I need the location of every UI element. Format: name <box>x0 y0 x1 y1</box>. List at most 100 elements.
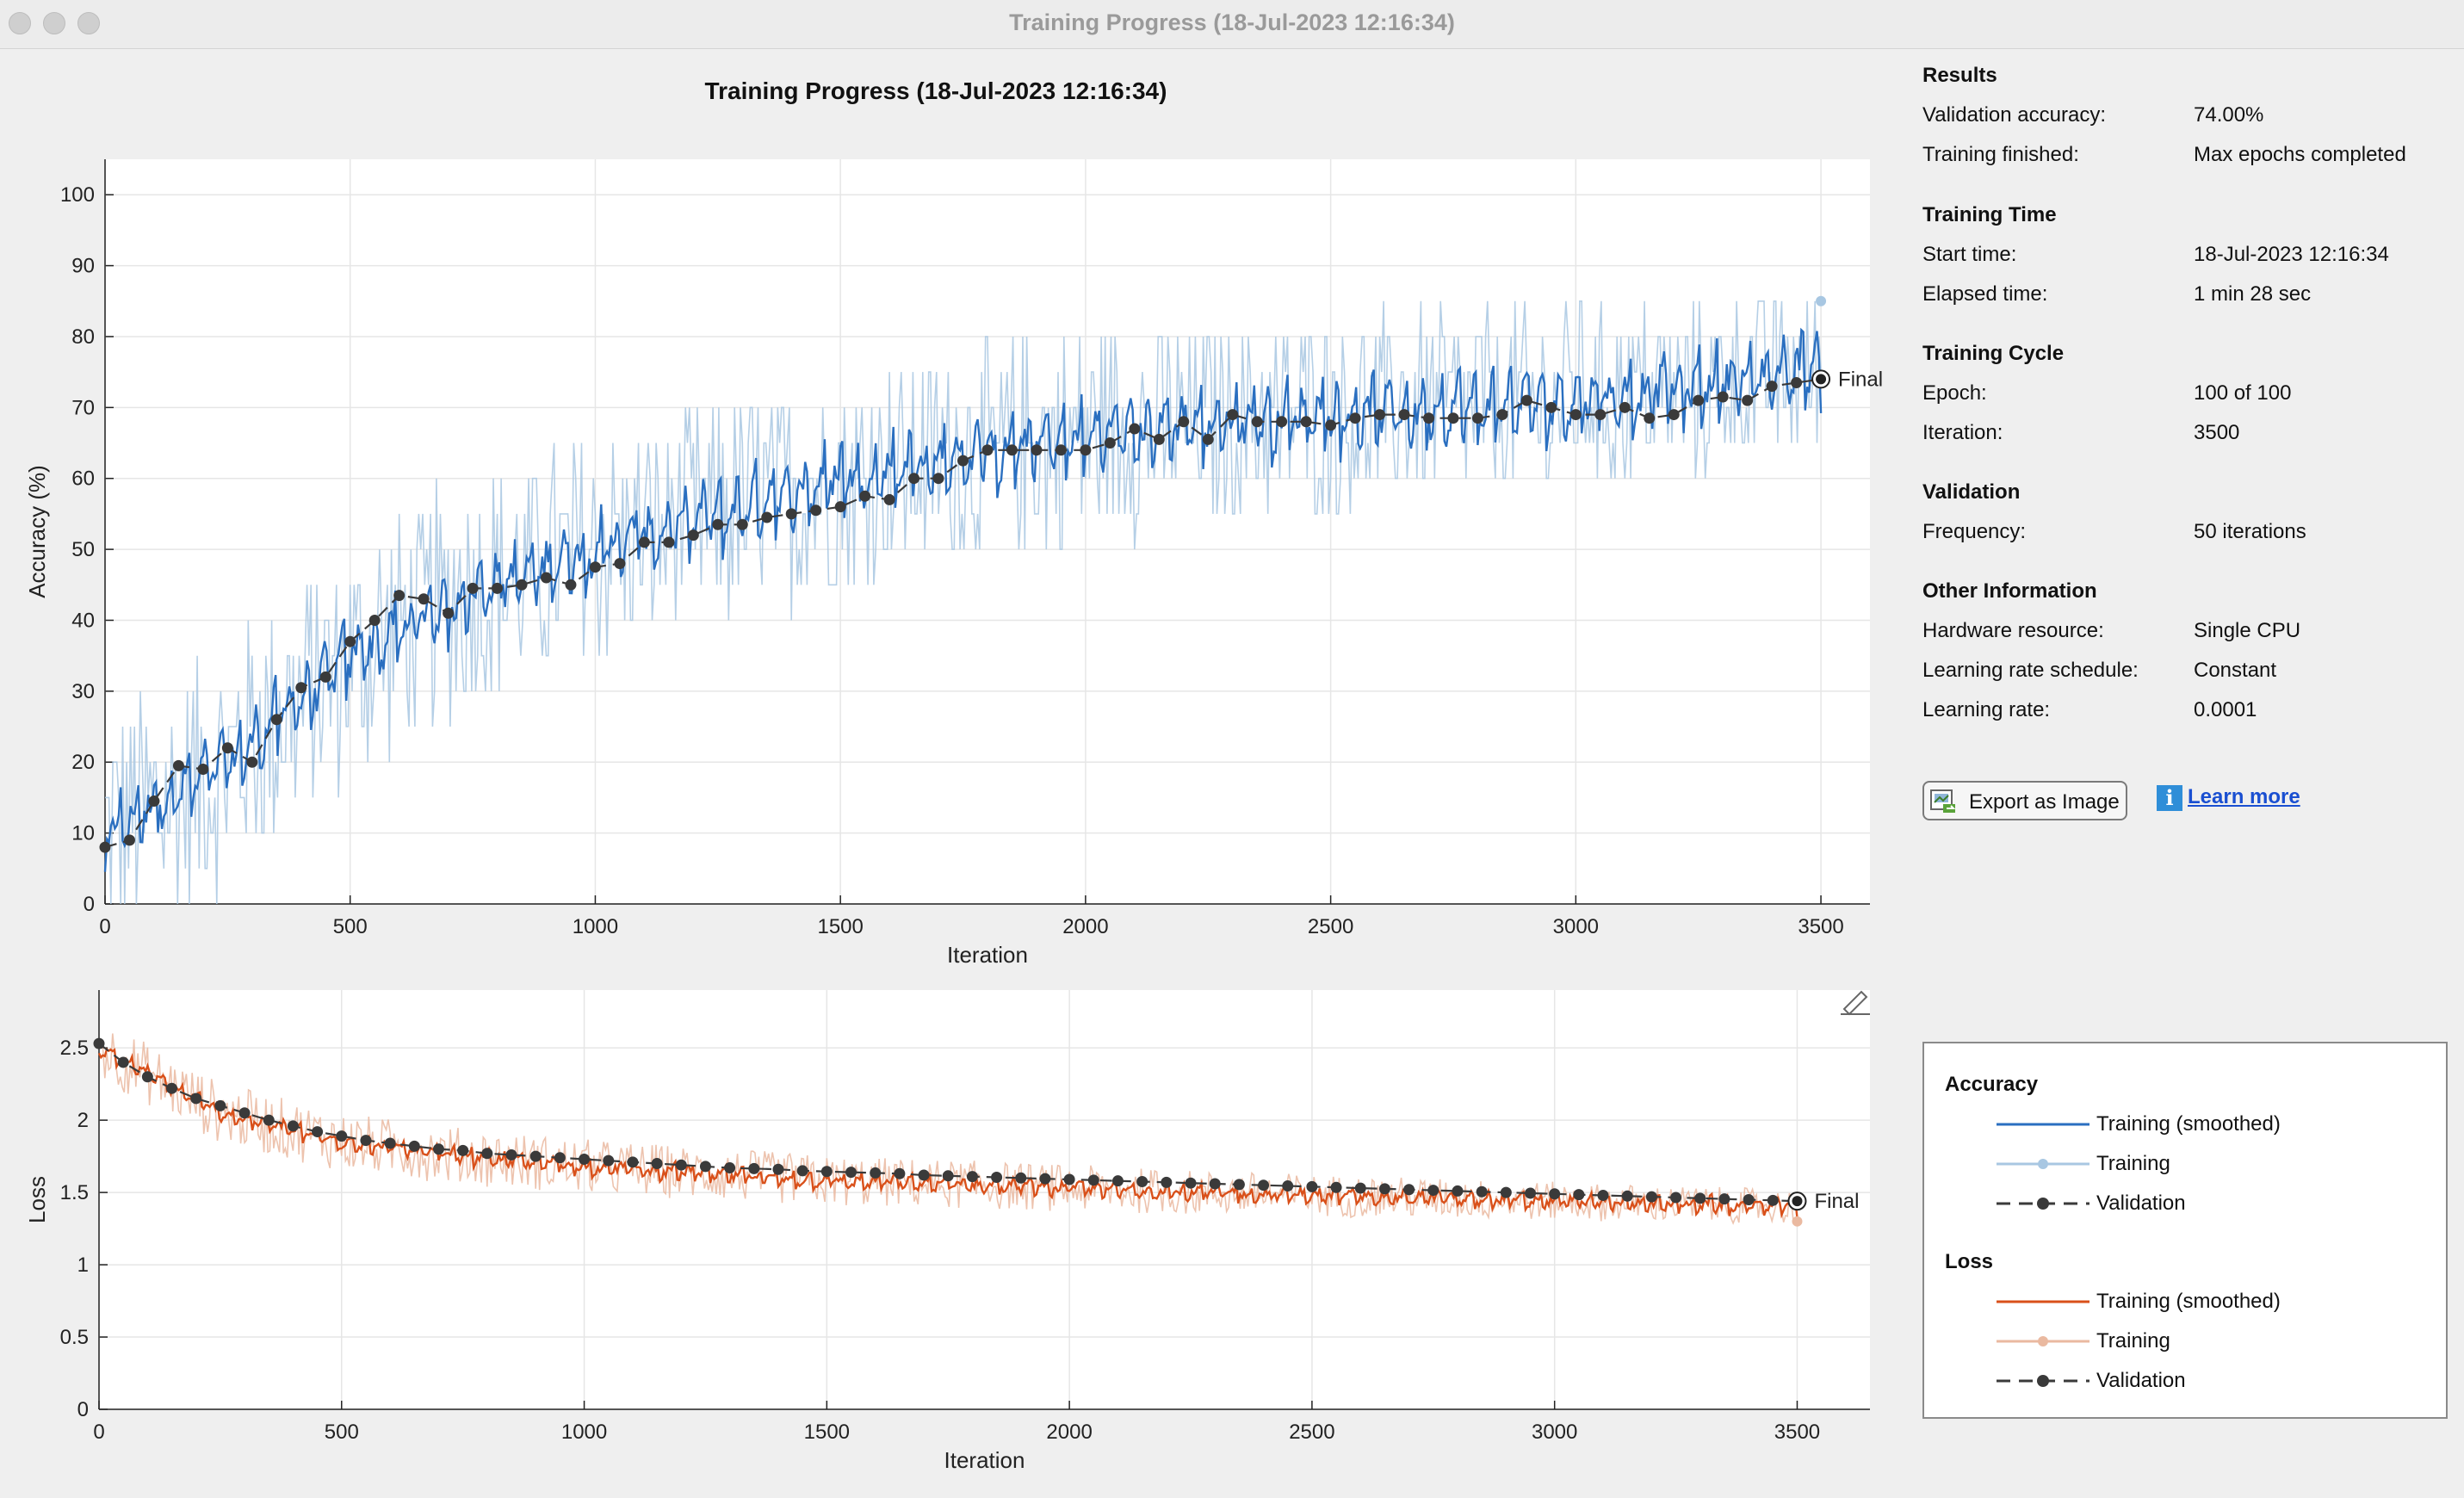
loss-training-final-point <box>1792 1216 1803 1227</box>
accuracy-y-tick-label: 0 <box>84 893 95 916</box>
accuracy-y-tick-label: 80 <box>71 325 95 349</box>
loss-validation-point <box>1354 1182 1366 1194</box>
accuracy-validation-point <box>761 511 773 523</box>
accuracy-validation-point <box>1227 409 1239 421</box>
loss-validation-point <box>117 1056 129 1068</box>
loss-validation-point <box>1670 1192 1682 1204</box>
loss-validation-point <box>1282 1180 1294 1192</box>
loss-validation-point <box>1330 1181 1342 1193</box>
loss-validation-point <box>1015 1172 1027 1184</box>
loss-training-line <box>98 1033 1798 1225</box>
axes-toolbar-icon[interactable] <box>1841 990 1870 1016</box>
loss-y-axis-label: Loss <box>24 1176 50 1223</box>
legend-loss-validation-label: Validation <box>2096 1369 2186 1392</box>
export-as-image-button[interactable]: Export as Image <box>1922 781 2127 820</box>
loss-validation-point <box>408 1140 420 1152</box>
accuracy-x-tick-label: 500 <box>333 915 368 938</box>
accuracy-validation-point <box>981 444 994 456</box>
loss-validation-point <box>214 1099 226 1111</box>
iteration-label: Iteration: <box>1922 421 2003 444</box>
accuracy-validation-point <box>1496 409 1508 421</box>
accuracy-validation-point <box>712 518 724 530</box>
frequency-label: Frequency: <box>1922 520 2027 543</box>
loss-validation-point <box>529 1150 542 1162</box>
learn-more-link[interactable]: Learn more <box>2188 785 2300 808</box>
loss-validation-point <box>699 1161 711 1173</box>
loss-y-tick-label: 1 <box>77 1253 89 1277</box>
accuracy-validation-point <box>1717 391 1729 403</box>
accuracy-validation-point <box>1423 412 1434 424</box>
loss-validation-point <box>675 1159 687 1171</box>
loss-validation-point <box>627 1156 639 1168</box>
loss-validation-point <box>554 1152 566 1164</box>
loss-validation-point <box>166 1082 178 1094</box>
loss-validation-point <box>748 1162 760 1174</box>
iteration-value: 3500 <box>2194 421 2240 444</box>
epoch-label: Epoch: <box>1922 381 1987 405</box>
accuracy-validation-point <box>1104 437 1116 449</box>
loss-validation-point <box>384 1137 396 1149</box>
accuracy-validation-point <box>1251 416 1263 428</box>
legend-accuracy-smoothed-line <box>1997 1123 2089 1126</box>
accuracy-x-tick-label: 1500 <box>817 915 863 938</box>
loss-validation-point <box>1039 1173 1051 1185</box>
accuracy-validation-point <box>1153 433 1165 445</box>
accuracy-validation-point <box>1447 412 1459 424</box>
learning-rate-value: 0.0001 <box>2194 698 2257 721</box>
accuracy-validation-point <box>344 635 356 647</box>
accuracy-validation-point <box>1178 416 1190 428</box>
export-image-icon <box>1930 789 1956 813</box>
loss-validation-point <box>1718 1193 1730 1205</box>
accuracy-validation-point <box>148 795 160 808</box>
loss-validation-point <box>432 1143 444 1155</box>
loss-validation-point <box>942 1170 954 1182</box>
accuracy-x-tick-label: 2000 <box>1062 915 1108 938</box>
accuracy-x-tick-label: 0 <box>99 915 110 938</box>
loss-validation-point <box>1767 1194 1779 1206</box>
accuracy-validation-point <box>1742 394 1754 406</box>
loss-y-tick-label: 0 <box>77 1398 89 1421</box>
accuracy-x-tick-label: 2500 <box>1308 915 1353 938</box>
loss-final-marker-dot <box>1792 1196 1803 1207</box>
accuracy-validation-point <box>638 536 650 548</box>
loss-validation-point <box>991 1171 1003 1183</box>
accuracy-validation-point <box>1055 444 1067 456</box>
accuracy-validation-point <box>1520 394 1532 406</box>
loss-validation-point <box>1597 1189 1609 1201</box>
loss-validation-point <box>360 1135 372 1147</box>
loss-validation-point <box>1233 1179 1245 1191</box>
learning-rate-schedule-label: Learning rate schedule: <box>1922 659 2139 682</box>
zoom-window-button[interactable] <box>77 12 100 34</box>
accuracy-validation-point <box>1644 412 1656 424</box>
accuracy-validation-point <box>663 536 675 548</box>
loss-validation-point <box>1136 1176 1148 1188</box>
legend-accuracy-training-label: Training <box>2096 1152 2170 1175</box>
accuracy-y-tick-label: 100 <box>60 183 95 207</box>
accuracy-validation-point <box>565 579 577 591</box>
legend-accuracy-smoothed-label: Training (smoothed) <box>2096 1112 2281 1136</box>
accuracy-y-tick-label: 10 <box>71 822 95 845</box>
loss-validation-point <box>796 1165 808 1177</box>
loss-validation-point <box>263 1114 275 1126</box>
loss-validation-point <box>238 1107 251 1119</box>
loss-validation-point <box>870 1167 882 1179</box>
loss-validation-point <box>1525 1187 1537 1199</box>
accuracy-validation-point <box>1006 444 1018 456</box>
results-title: Results <box>1922 64 1997 87</box>
legend-loss-smoothed-line <box>1997 1300 2089 1303</box>
loss-x-tick-label: 0 <box>93 1421 104 1444</box>
accuracy-validation-point <box>810 504 822 517</box>
start-time-label: Start time: <box>1922 243 2017 266</box>
loss-validation-point <box>579 1153 591 1165</box>
accuracy-final-marker-dot <box>1816 374 1827 385</box>
accuracy-x-tick-label: 3000 <box>1553 915 1599 938</box>
close-window-button[interactable] <box>9 12 31 34</box>
accuracy-validation-point <box>1766 381 1778 393</box>
accuracy-validation-point <box>957 455 969 467</box>
minimize-window-button[interactable] <box>43 12 65 34</box>
loss-validation-point <box>820 1166 833 1178</box>
accuracy-validation-point <box>1031 444 1043 456</box>
loss-validation-point <box>845 1167 857 1179</box>
legend-accuracy-title: Accuracy <box>1945 1073 2039 1096</box>
